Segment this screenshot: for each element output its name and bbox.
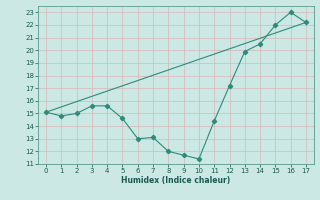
X-axis label: Humidex (Indice chaleur): Humidex (Indice chaleur) [121, 176, 231, 185]
